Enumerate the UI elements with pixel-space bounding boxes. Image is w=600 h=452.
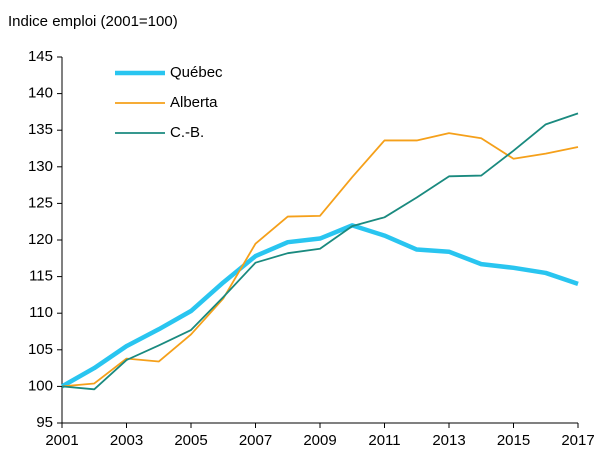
y-tick-label: 140: [28, 85, 53, 102]
y-tick-label: 145: [28, 48, 53, 65]
y-tick-label: 135: [28, 121, 53, 138]
y-tick-label: 120: [28, 231, 53, 248]
legend-label: Alberta: [170, 94, 218, 111]
y-tick-label: 115: [29, 268, 53, 285]
y-tick-label: 100: [28, 377, 53, 394]
y-tick-label: 110: [29, 304, 53, 321]
x-tick-label: 2007: [239, 432, 272, 449]
y-tick-label: 130: [28, 158, 53, 175]
x-tick-label: 2015: [497, 432, 530, 449]
x-tick-label: 2017: [561, 432, 594, 449]
x-tick-label: 2003: [110, 432, 143, 449]
x-tick-label: 2013: [432, 432, 465, 449]
series-line: [60, 223, 579, 389]
chart-title: Indice emploi (2001=100): [8, 13, 178, 30]
series-line: [61, 132, 579, 388]
x-tick-label: 2009: [303, 432, 336, 449]
x-tick-label: 2011: [368, 432, 400, 449]
x-tick-label: 2005: [174, 432, 207, 449]
y-tick-label: 105: [28, 341, 53, 358]
series-line: [61, 112, 579, 391]
y-tick-label: 125: [28, 194, 53, 211]
x-tick-label: 2001: [45, 432, 78, 449]
legend-label: Québec: [170, 64, 223, 81]
legend-label: C.-B.: [170, 124, 204, 141]
y-tick-label: 95: [36, 414, 53, 431]
